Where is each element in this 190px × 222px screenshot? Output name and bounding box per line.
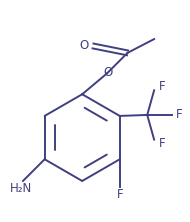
Text: O: O [80, 40, 89, 52]
Text: F: F [176, 108, 182, 121]
Text: F: F [116, 188, 123, 201]
Text: F: F [159, 137, 166, 150]
Text: O: O [103, 66, 112, 79]
Text: F: F [159, 80, 166, 93]
Text: H₂N: H₂N [10, 182, 32, 195]
